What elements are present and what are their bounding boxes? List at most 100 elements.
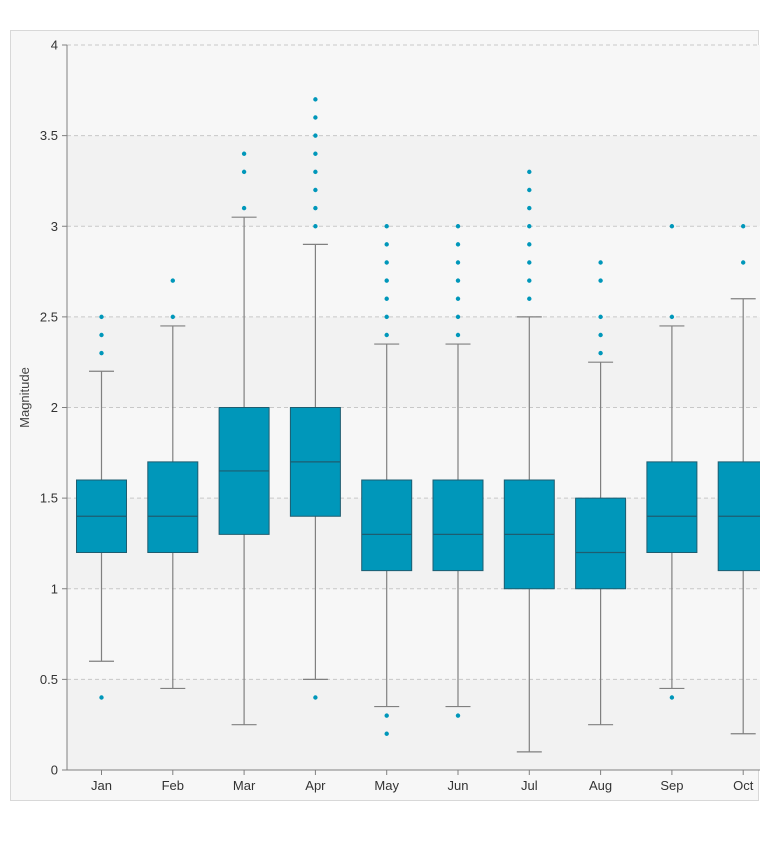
y-tick-label: 2 (51, 400, 58, 415)
outlier-point (241, 169, 247, 175)
outlier-point (527, 278, 532, 283)
box-oct (717, 224, 760, 735)
outlier-point (313, 224, 318, 229)
outlier-point (313, 169, 318, 175)
box-iqr (575, 497, 627, 590)
outlier-point (384, 224, 389, 229)
box-jun (432, 224, 484, 718)
x-axis-ticks: Jan Feb Mar Apr May Jun Jul Aug Sep Oct (91, 770, 754, 793)
outlier-point (741, 224, 746, 229)
outlier-point (455, 314, 461, 320)
outlier-point (170, 314, 175, 320)
y-tick-label: 2.5 (40, 309, 58, 324)
outlier-point (241, 205, 247, 211)
outlier-point (598, 260, 603, 265)
outlier-point (741, 260, 746, 265)
plot-band (67, 45, 760, 136)
box-apr (289, 97, 341, 700)
outlier-point (384, 242, 389, 247)
plot-band (67, 679, 760, 770)
outlier-point (384, 314, 389, 320)
outlier-point (598, 332, 603, 338)
outlier-point (99, 332, 104, 338)
x-tick-label: Oct (733, 778, 754, 793)
plot-band (67, 588, 760, 680)
outlier-point (313, 133, 318, 138)
outlier-point (384, 278, 389, 283)
box-iqr (432, 479, 484, 572)
box-feb (147, 278, 199, 690)
x-tick-label: Feb (162, 778, 184, 793)
outlier-point (384, 260, 389, 265)
outlier-point (455, 332, 461, 338)
outlier-point (527, 169, 532, 175)
outlier-point (455, 242, 461, 247)
box-iqr (361, 479, 413, 572)
outlier-point (313, 151, 318, 156)
box-mar (218, 151, 270, 726)
outlier-point (455, 224, 461, 229)
outlier-point (598, 278, 603, 283)
outlier-point (669, 314, 675, 320)
outlier-point (527, 224, 532, 229)
y-tick-label: 3.5 (40, 128, 58, 143)
outlier-point (313, 115, 318, 120)
outlier-point (170, 278, 175, 283)
outlier-point (598, 314, 603, 320)
box-iqr (147, 461, 199, 553)
outlier-point (384, 713, 389, 718)
plot-background-bands (67, 45, 760, 770)
plot-band (67, 135, 760, 227)
outlier-point (455, 296, 461, 301)
outlier-point (313, 97, 318, 102)
y-tick-label: 4 (51, 38, 58, 53)
y-tick-label: 0.5 (40, 672, 58, 687)
outlier-point (384, 332, 389, 338)
outlier-point (455, 713, 461, 718)
chart-frame: 0 0.5 1 1.5 2 2.5 3 3.5 4 Jan Feb Mar Apr May Jun Jul A… (10, 30, 760, 801)
y-tick-label: 3 (51, 219, 58, 234)
boxes (76, 97, 760, 753)
outlier-point (527, 260, 532, 265)
x-tick-label: Sep (660, 778, 683, 793)
outlier-point (99, 314, 104, 320)
x-tick-label: May (374, 778, 399, 793)
outlier-point (313, 187, 318, 193)
box-iqr (646, 461, 698, 553)
outlier-point (384, 731, 389, 736)
x-tick-label: Jun (448, 778, 469, 793)
box-sep (646, 224, 698, 700)
box-jul (503, 169, 555, 753)
x-tick-label: Aug (589, 778, 612, 793)
x-tick-label: Jan (91, 778, 112, 793)
outlier-point (527, 242, 532, 247)
y-tick-label: 1.5 (40, 491, 58, 506)
y-axis-title: Magnitude (17, 367, 32, 428)
outlier-point (313, 695, 318, 700)
outlier-point (241, 151, 247, 156)
box-jan (76, 314, 127, 700)
box-plot-chart: 0 0.5 1 1.5 2 2.5 3 3.5 4 Jan Feb Mar Apr May Jun Jul A… (17, 38, 760, 793)
outlier-point (313, 205, 318, 211)
outlier-point (598, 350, 603, 356)
y-tick-label: 0 (51, 763, 58, 778)
outlier-point (384, 296, 389, 301)
x-tick-label: Apr (305, 778, 326, 793)
outlier-point (99, 350, 104, 356)
outlier-point (527, 205, 532, 211)
outlier-point (455, 278, 461, 283)
outlier-point (99, 695, 104, 700)
outlier-point (527, 296, 532, 301)
box-aug (575, 260, 627, 726)
y-tick-label: 1 (51, 581, 58, 596)
plot-band (67, 226, 760, 317)
outlier-point (455, 260, 461, 265)
x-tick-label: Jul (521, 778, 538, 793)
y-axis-ticks: 0 0.5 1 1.5 2 2.5 3 3.5 4 (40, 38, 67, 778)
x-tick-label: Mar (233, 778, 256, 793)
outlier-point (669, 695, 675, 700)
outlier-point (527, 187, 532, 193)
box-may (361, 224, 413, 736)
outlier-point (669, 224, 675, 229)
plot-band (67, 316, 760, 408)
